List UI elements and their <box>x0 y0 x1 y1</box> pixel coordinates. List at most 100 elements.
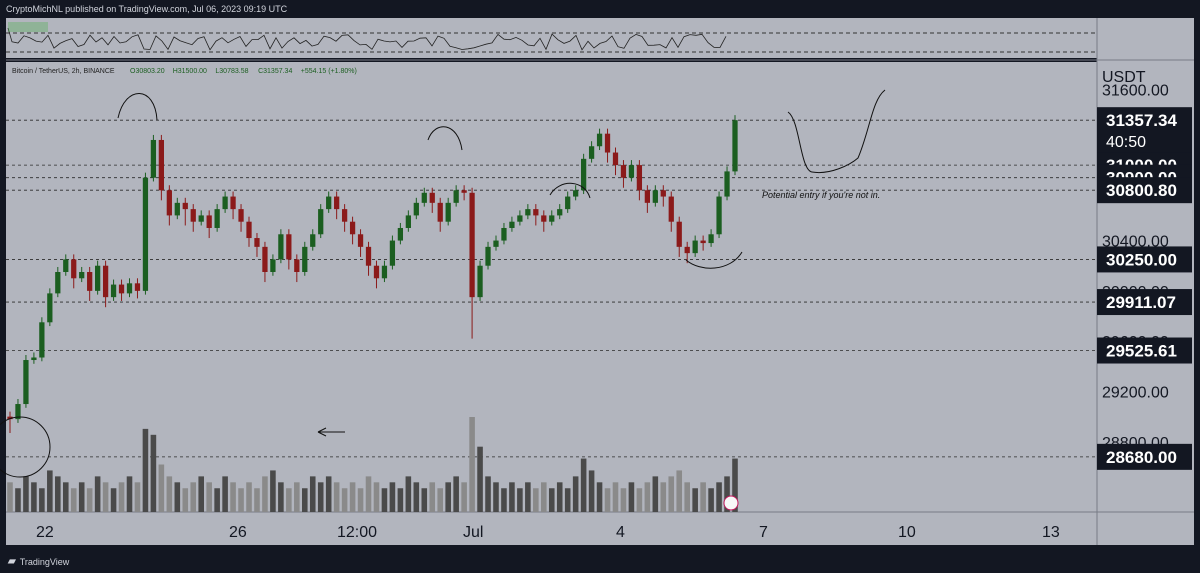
volume-bar <box>230 482 236 512</box>
candle <box>214 209 220 228</box>
volume-bar <box>333 482 340 512</box>
volume-bar <box>397 488 404 512</box>
price-label-value: 30250.00 <box>1106 250 1177 269</box>
candle <box>636 165 643 191</box>
candle <box>270 259 276 272</box>
candle <box>469 192 475 298</box>
candle <box>134 283 141 291</box>
candle <box>238 209 244 222</box>
volume-bar <box>47 470 53 512</box>
volume-bar <box>301 488 308 512</box>
volume-bar <box>724 476 730 512</box>
candle <box>549 215 555 222</box>
candle <box>71 259 77 279</box>
volume-bar <box>238 488 244 512</box>
symbol-line: Bitcoin / TetherUS, 2h, BINANCE <box>12 68 115 75</box>
candle <box>509 221 515 228</box>
bottom-bar: ▰ TradingView <box>0 549 1200 573</box>
volume-bar <box>509 482 515 512</box>
x-axis-tick: Jul <box>463 524 483 541</box>
price-label-value: 29525.61 <box>1106 342 1177 361</box>
volume-bar <box>150 434 157 512</box>
volume-bar <box>620 488 627 512</box>
volume-bar <box>158 464 165 512</box>
candle <box>198 215 204 222</box>
candle <box>262 246 268 272</box>
volume-bar <box>604 488 611 512</box>
volume-bar <box>628 482 635 512</box>
volume-bar <box>142 428 149 512</box>
candle <box>318 209 324 235</box>
volume-bar <box>469 417 475 512</box>
volume-bar <box>477 446 483 512</box>
candle <box>15 404 21 420</box>
candle <box>596 133 603 147</box>
candle <box>63 259 69 272</box>
volume-bar <box>445 482 451 512</box>
tradingview-brand[interactable]: ▰ TradingView <box>8 556 69 567</box>
candle <box>142 177 149 291</box>
candle <box>286 234 292 260</box>
y-axis-tick: 29200.00 <box>1102 384 1169 401</box>
ohlc-value: L30783.58 <box>215 68 248 75</box>
indicator-line <box>7 27 727 51</box>
volume-bar <box>39 488 45 512</box>
candle <box>110 284 117 298</box>
volume-bar <box>564 488 571 512</box>
volume-bar <box>485 476 491 512</box>
candle <box>166 190 172 216</box>
candle <box>493 240 499 247</box>
volume-bar <box>373 482 380 512</box>
candle <box>381 265 388 279</box>
volume-bar <box>572 476 579 512</box>
candle <box>533 209 539 216</box>
volume-bar <box>421 488 428 512</box>
candle <box>660 190 666 197</box>
candle <box>254 238 260 247</box>
price-label <box>1097 107 1192 154</box>
time-axis <box>6 512 1097 545</box>
candle <box>294 259 300 272</box>
candle <box>7 416 13 420</box>
top-bar: CryptoMichNL published on TradingView.co… <box>0 0 1200 18</box>
candle <box>31 357 37 361</box>
candle <box>684 246 690 254</box>
volume-bar <box>461 482 467 512</box>
volume-bar <box>644 482 651 512</box>
candle <box>517 215 523 222</box>
x-axis-tick: 10 <box>898 524 916 541</box>
candle <box>541 215 547 222</box>
candle <box>644 190 650 203</box>
candle <box>87 272 93 291</box>
volume-bar <box>206 482 212 512</box>
volume-bar <box>317 482 324 512</box>
candle <box>357 234 364 247</box>
volume-bar <box>110 488 117 512</box>
candle <box>182 202 188 210</box>
candle <box>525 209 531 216</box>
volume-bar <box>429 482 436 512</box>
volume-bar <box>94 476 101 512</box>
main-pane <box>6 62 1097 512</box>
tradingview-label: TradingView <box>19 556 70 567</box>
candle <box>557 209 563 216</box>
candle <box>445 202 451 222</box>
volume-bar <box>325 476 332 512</box>
candle <box>620 165 627 178</box>
candle <box>437 202 443 222</box>
volume-bar <box>15 488 21 512</box>
volume-bar <box>556 482 563 512</box>
volume-bar <box>349 482 356 512</box>
candle <box>453 190 459 203</box>
candle <box>222 196 228 210</box>
volume-bar <box>716 482 722 512</box>
volume-bar <box>262 476 268 512</box>
volume-bar <box>668 476 675 512</box>
candle <box>102 265 109 298</box>
volume-bar <box>182 488 189 512</box>
candle <box>565 196 571 210</box>
volume-bar <box>214 488 220 512</box>
candle <box>485 246 491 266</box>
volume-bar <box>493 482 499 512</box>
